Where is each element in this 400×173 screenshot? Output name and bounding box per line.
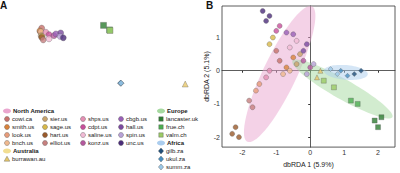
svg-text:summ.za: summ.za	[166, 164, 191, 170]
svg-text:saline.us: saline.us	[88, 132, 112, 138]
svg-text:1: 1	[216, 34, 220, 41]
svg-text:North America: North America	[13, 108, 55, 114]
svg-text:valm.ch: valm.ch	[166, 132, 187, 138]
svg-text:dbRDA 2 (5.1%): dbRDA 2 (5.1%)	[203, 51, 211, 102]
svg-text:shps.us: shps.us	[88, 116, 109, 122]
svg-text:A: A	[0, 0, 7, 11]
svg-text:Europe: Europe	[167, 108, 188, 114]
svg-text:cowi.ca: cowi.ca	[12, 116, 33, 122]
svg-text:spin.us: spin.us	[126, 132, 145, 138]
svg-text:sier.us: sier.us	[50, 116, 67, 122]
svg-text:-2: -2	[239, 149, 245, 156]
svg-text:lancaster.uk: lancaster.uk	[166, 116, 199, 122]
svg-text:cdpt.us: cdpt.us	[88, 124, 107, 130]
svg-text:sage.us: sage.us	[50, 124, 71, 130]
svg-text:smith.us: smith.us	[12, 124, 34, 130]
svg-text:dbRDA 1 (5.9%): dbRDA 1 (5.9%)	[283, 161, 334, 169]
svg-text:burrawan.au: burrawan.au	[12, 156, 45, 162]
svg-text:0: 0	[308, 149, 312, 156]
svg-text:cbgb.us: cbgb.us	[126, 116, 147, 122]
svg-text:look.us: look.us	[12, 132, 31, 138]
svg-text:hart.us: hart.us	[50, 132, 68, 138]
svg-text:konz.us: konz.us	[88, 140, 109, 146]
svg-text:2: 2	[376, 149, 380, 156]
svg-text:1: 1	[342, 149, 346, 156]
svg-text:hall.us: hall.us	[126, 124, 143, 130]
svg-text:gilb.za: gilb.za	[166, 148, 184, 154]
svg-text:-1: -1	[273, 149, 279, 156]
svg-text:Australia: Australia	[13, 148, 39, 154]
svg-text:ukul.za: ukul.za	[166, 156, 186, 162]
svg-text:0: 0	[216, 67, 220, 74]
svg-text:bnch.us: bnch.us	[12, 140, 33, 146]
svg-text:frue.ch: frue.ch	[166, 124, 184, 130]
svg-text:Africa: Africa	[167, 140, 185, 146]
svg-text:B: B	[206, 0, 213, 11]
svg-text:elliot.us: elliot.us	[50, 140, 70, 146]
svg-text:unc.us: unc.us	[126, 140, 144, 146]
svg-text:-1: -1	[214, 100, 220, 107]
svg-text:-2: -2	[214, 134, 220, 141]
